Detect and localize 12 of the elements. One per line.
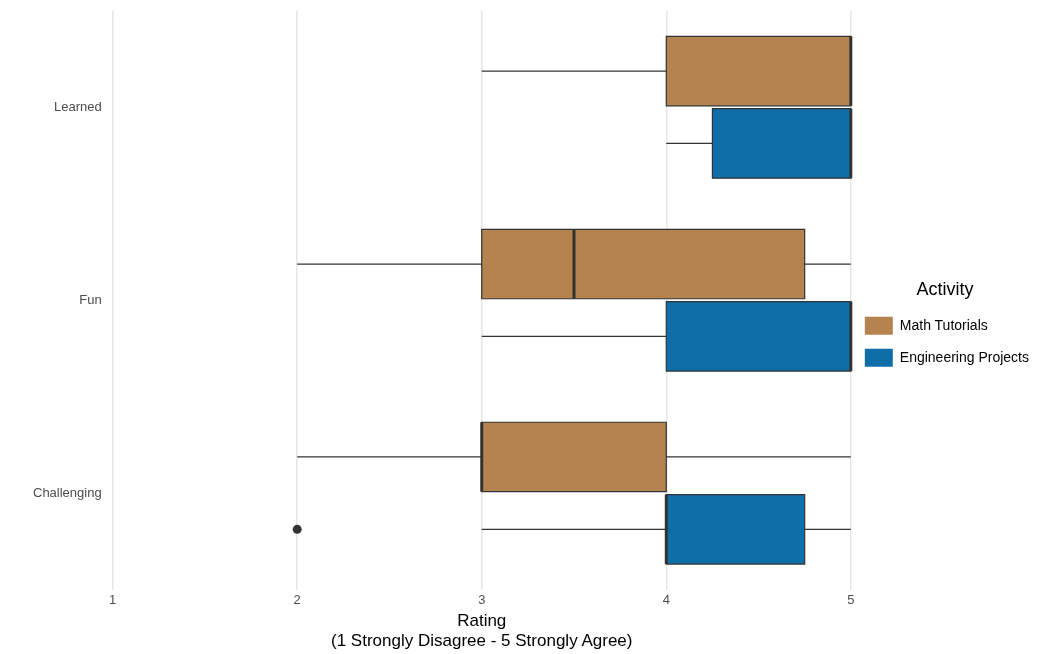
legend-label: Engineering Projects	[899, 348, 1029, 365]
y-tick-label: Learned	[53, 98, 102, 114]
x-tick-label: 1	[109, 591, 117, 607]
legend-label: Math Tutorials	[899, 316, 988, 333]
x-tick-label: 5	[847, 591, 855, 607]
x-tick-label: 4	[662, 591, 670, 607]
x-tick-label: 3	[478, 591, 486, 607]
legend-title: Activity	[916, 279, 974, 300]
x-axis-title: Rating (1 Strongly Disagree - 5 Strongly Agree)	[331, 611, 633, 651]
x-tick-label: 2	[293, 591, 301, 607]
y-tick-label: Fun	[79, 291, 102, 307]
y-tick-label: Challenging	[32, 484, 102, 500]
